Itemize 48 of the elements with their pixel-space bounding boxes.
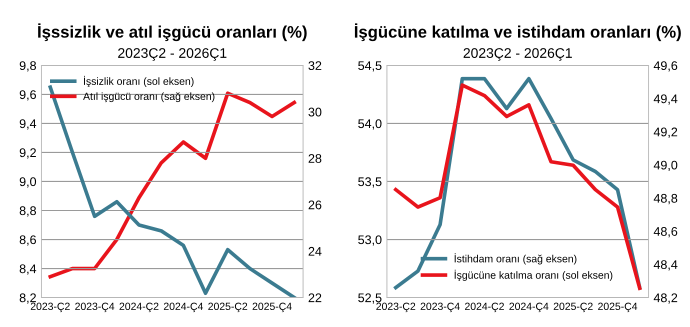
x-tick-label: 2023-Ç2 <box>30 302 70 312</box>
y2-tick-label: 49,0 <box>654 160 678 172</box>
x-tick-label: 2023-Ç4 <box>75 302 114 312</box>
x-tick-label: 2024-Ç2 <box>120 302 158 312</box>
y-tick-label: 54,5 <box>358 61 382 72</box>
y-tick-label: 8,8 <box>20 206 36 217</box>
x-tick-label: 2023-Ç2 <box>376 302 416 312</box>
x-tick-label: 2024-Ç4 <box>164 302 204 312</box>
y-tick-label: 52,5 <box>358 293 382 304</box>
y2-tick-label: 48,4 <box>654 260 678 271</box>
y-tick-label: 53,5 <box>358 177 382 188</box>
x-tick-label: 2025-Ç2 <box>208 302 248 312</box>
y-tick-label: 9,0 <box>20 177 36 188</box>
y2-tick-label: 48,2 <box>654 293 678 304</box>
y-tick-label: 54,0 <box>358 119 382 130</box>
y2-tick-label: 30 <box>308 108 322 116</box>
y-tick-label: 8,2 <box>20 293 36 304</box>
x-tick-label: 2024-Ç4 <box>509 302 549 312</box>
legend-label: Atıl işgücü oranı (sağ eksen) <box>83 92 214 102</box>
x-tick-label: 2023-Ç4 <box>420 302 460 312</box>
y2-tick-label: 22 <box>308 293 322 302</box>
y-tick-label: 8,6 <box>20 235 36 246</box>
x-tick-label: 2025-Ç4 <box>598 302 638 312</box>
y2-tick-label: 48,8 <box>654 194 678 204</box>
y2-tick-label: 28 <box>308 154 322 163</box>
legend-label: İşgücüne katılma oranı (sol eksen) <box>454 270 612 281</box>
x-tick-label: 2025-Ç2 <box>554 302 593 312</box>
y2-tick-label: 49,2 <box>654 128 678 138</box>
legend-label: İstihdam oranı (sağ eksen) <box>454 253 576 264</box>
y2-tick-label: 49,4 <box>654 94 678 105</box>
chart-subtitle: 2023Ç2 - 2026Ç1 <box>118 48 226 61</box>
chart-title: İşgücüne katılma ve istihdam oranları (%) <box>354 23 681 42</box>
x-tick-label: 2024-Ç2 <box>465 302 504 312</box>
y2-tick-label: 24 <box>308 246 322 256</box>
x-tick-label: 2025-Ç4 <box>252 302 292 312</box>
y2-tick-label: 26 <box>308 200 322 210</box>
y-tick-label: 9,6 <box>20 90 36 101</box>
y-tick-label: 53,0 <box>358 235 382 246</box>
y-tick-label: 9,4 <box>20 119 36 130</box>
y2-tick-label: 49,6 <box>654 61 678 72</box>
y-tick-label: 8,4 <box>20 264 36 275</box>
chart-subtitle: 2023Ç2 - 2026Ç1 <box>464 48 572 61</box>
y2-tick-label: 32 <box>308 61 322 70</box>
y2-tick-label: 48,6 <box>654 227 678 238</box>
y-tick-label: 9,8 <box>20 61 36 72</box>
chart-title: İşssizlik ve atıl işgücü oranları (%) <box>38 23 307 42</box>
y-tick-label: 9,2 <box>20 148 36 159</box>
legend-label: İşsizlik oranı (sol eksen) <box>84 76 194 88</box>
